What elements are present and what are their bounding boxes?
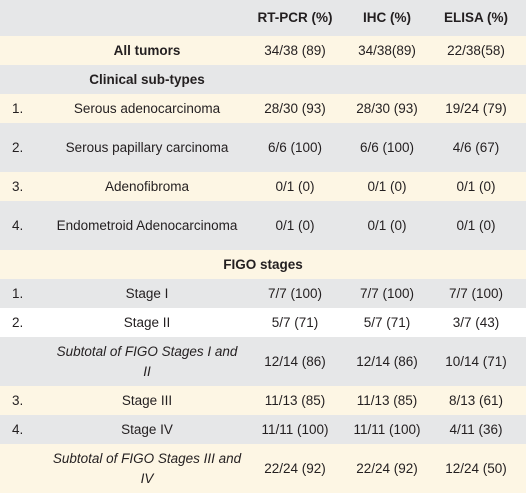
all-tumors-num	[0, 36, 52, 65]
header-num-cell	[0, 0, 52, 36]
row-rtpcr: 7/7 (100)	[242, 279, 348, 308]
table-row: 1. Stage I 7/7 (100) 7/7 (100) 7/7 (100)	[0, 279, 526, 308]
row-elisa: 0/1 (0)	[426, 201, 526, 250]
row-ihc: 5/7 (71)	[348, 308, 426, 337]
row-ihc: 0/1 (0)	[348, 172, 426, 201]
row-rtpcr: 5/7 (71)	[242, 308, 348, 337]
subtotal-label: Subtotal of FIGO Stages I and II	[52, 337, 242, 386]
table-row: 4. Stage IV 11/11 (100) 11/11 (100) 4/11…	[0, 415, 526, 444]
clinical-heading-blank-2	[348, 65, 426, 94]
header-ihc: IHC (%)	[348, 0, 426, 36]
row-rtpcr: 11/11 (100)	[242, 415, 348, 444]
row-elisa: 4/11 (36)	[426, 415, 526, 444]
row-rtpcr: 28/30 (93)	[242, 94, 348, 123]
clinical-heading: Clinical sub-types	[52, 65, 242, 94]
row-rtpcr: 11/13 (85)	[242, 386, 348, 415]
row-number	[0, 444, 52, 493]
row-number: 2.	[0, 123, 52, 172]
row-ihc: 0/1 (0)	[348, 201, 426, 250]
row-number	[0, 337, 52, 386]
row-number: 2.	[0, 308, 52, 337]
table-row: 3. Stage III 11/13 (85) 11/13 (85) 8/13 …	[0, 386, 526, 415]
row-label: Endometroid Adenocarcinoma	[52, 201, 242, 250]
row-elisa: 8/13 (61)	[426, 386, 526, 415]
figo-heading: FIGO stages	[0, 250, 526, 279]
table-row: 3. Adenofibroma 0/1 (0) 0/1 (0) 0/1 (0)	[0, 172, 526, 201]
row-rtpcr: 12/14 (86)	[242, 337, 348, 386]
subtotal-label: Subtotal of FIGO Stages III and IV	[52, 444, 242, 493]
row-number: 4.	[0, 201, 52, 250]
row-elisa: 7/7 (100)	[426, 279, 526, 308]
subtotal-row: Subtotal of FIGO Stages I and II 12/14 (…	[0, 337, 526, 386]
row-number: 3.	[0, 172, 52, 201]
row-label: Stage IV	[52, 415, 242, 444]
row-elisa: 0/1 (0)	[426, 172, 526, 201]
row-label: Serous papillary carcinoma	[52, 123, 242, 172]
header-rtpcr: RT-PCR (%)	[242, 0, 348, 36]
row-rtpcr: 0/1 (0)	[242, 201, 348, 250]
figo-heading-row: FIGO stages	[0, 250, 526, 279]
row-rtpcr: 0/1 (0)	[242, 172, 348, 201]
all-tumors-elisa: 22/38(58)	[426, 36, 526, 65]
row-label: Stage III	[52, 386, 242, 415]
row-number: 1.	[0, 279, 52, 308]
row-ihc: 12/14 (86)	[348, 337, 426, 386]
row-label: Adenofibroma	[52, 172, 242, 201]
header-row: RT-PCR (%) IHC (%) ELISA (%)	[0, 0, 526, 36]
row-elisa: 10/14 (71)	[426, 337, 526, 386]
row-rtpcr: 22/24 (92)	[242, 444, 348, 493]
row-label: Stage I	[52, 279, 242, 308]
row-ihc: 6/6 (100)	[348, 123, 426, 172]
all-tumors-ihc: 34/38(89)	[348, 36, 426, 65]
row-ihc: 11/11 (100)	[348, 415, 426, 444]
header-label-cell	[52, 0, 242, 36]
row-label: Serous adenocarcinoma	[52, 94, 242, 123]
row-number: 1.	[0, 94, 52, 123]
all-tumors-row: All tumors 34/38 (89) 34/38(89) 22/38(58…	[0, 36, 526, 65]
row-ihc: 7/7 (100)	[348, 279, 426, 308]
table-row: 2. Stage II 5/7 (71) 5/7 (71) 3/7 (43)	[0, 308, 526, 337]
subtotal-row: Subtotal of FIGO Stages III and IV 22/24…	[0, 444, 526, 493]
clinical-heading-row: Clinical sub-types	[0, 65, 526, 94]
table-row: 2. Serous papillary carcinoma 6/6 (100) …	[0, 123, 526, 172]
row-elisa: 3/7 (43)	[426, 308, 526, 337]
clinical-heading-num	[0, 65, 52, 94]
row-label: Stage II	[52, 308, 242, 337]
table-row: 4. Endometroid Adenocarcinoma 0/1 (0) 0/…	[0, 201, 526, 250]
row-rtpcr: 6/6 (100)	[242, 123, 348, 172]
clinical-heading-blank-1	[242, 65, 348, 94]
row-elisa: 19/24 (79)	[426, 94, 526, 123]
row-number: 3.	[0, 386, 52, 415]
row-number: 4.	[0, 415, 52, 444]
row-ihc: 22/24 (92)	[348, 444, 426, 493]
row-ihc: 11/13 (85)	[348, 386, 426, 415]
row-ihc: 28/30 (93)	[348, 94, 426, 123]
all-tumors-rtpcr: 34/38 (89)	[242, 36, 348, 65]
header-elisa: ELISA (%)	[426, 0, 526, 36]
row-elisa: 12/24 (50)	[426, 444, 526, 493]
row-elisa: 4/6 (67)	[426, 123, 526, 172]
clinical-heading-blank-3	[426, 65, 526, 94]
all-tumors-label: All tumors	[52, 36, 242, 65]
table-row: 1. Serous adenocarcinoma 28/30 (93) 28/3…	[0, 94, 526, 123]
